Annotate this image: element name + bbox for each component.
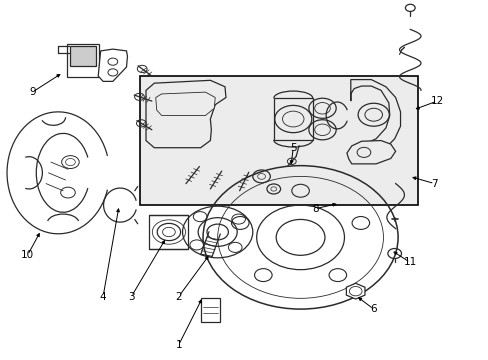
Text: 1: 1	[175, 340, 182, 350]
Text: 4: 4	[100, 292, 106, 302]
Polygon shape	[156, 92, 215, 116]
Text: 7: 7	[430, 179, 437, 189]
Text: 8: 8	[311, 204, 318, 214]
Polygon shape	[98, 49, 127, 81]
Text: 2: 2	[175, 292, 182, 302]
Text: 6: 6	[369, 304, 376, 314]
Polygon shape	[350, 80, 400, 153]
Polygon shape	[346, 140, 395, 164]
Text: 11: 11	[403, 257, 416, 267]
Text: 9: 9	[29, 87, 36, 97]
Text: 5: 5	[289, 143, 296, 153]
Bar	[273, 98, 312, 140]
Polygon shape	[346, 283, 364, 299]
Text: 12: 12	[429, 96, 443, 106]
Bar	[149, 215, 188, 249]
Bar	[200, 298, 220, 321]
Polygon shape	[146, 80, 225, 148]
FancyBboxPatch shape	[67, 44, 99, 77]
Text: 10: 10	[21, 250, 34, 260]
FancyBboxPatch shape	[70, 46, 96, 66]
Text: 3: 3	[128, 292, 134, 302]
Circle shape	[357, 103, 388, 126]
FancyBboxPatch shape	[140, 76, 417, 205]
